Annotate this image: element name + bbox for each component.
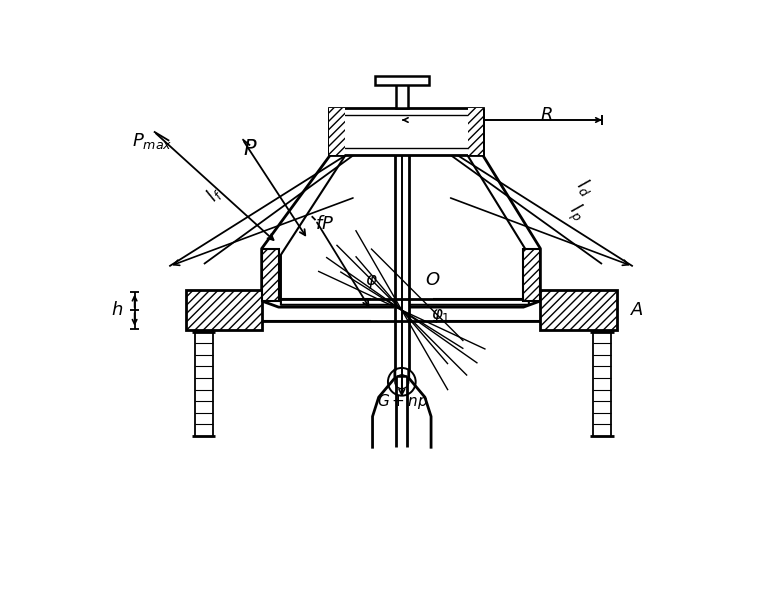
Text: $fP$: $fP$: [315, 215, 335, 233]
Bar: [396, 82, 408, 108]
Bar: [329, 108, 345, 154]
Text: $l_d$: $l_d$: [572, 175, 598, 199]
Bar: [262, 248, 278, 301]
Text: $O$: $O$: [425, 271, 441, 289]
Text: $l_p$: $l_p$: [562, 199, 590, 226]
Text: $P_{max}$: $P_{max}$: [132, 131, 172, 151]
Text: $A$: $A$: [630, 301, 644, 319]
Text: $P$: $P$: [243, 139, 257, 159]
Text: $l_f$: $l_f$: [201, 183, 226, 207]
Bar: [336, 114, 477, 148]
Bar: [540, 290, 617, 330]
Bar: [375, 76, 429, 85]
Text: $\varphi$: $\varphi$: [365, 272, 377, 291]
Text: $R$: $R$: [540, 106, 553, 124]
Bar: [186, 290, 262, 330]
Bar: [468, 108, 484, 154]
Bar: [329, 108, 484, 154]
Text: $h$: $h$: [111, 301, 123, 319]
Text: $G+np$: $G+np$: [377, 392, 428, 411]
Bar: [524, 248, 540, 301]
Text: $\varphi_1$: $\varphi_1$: [431, 308, 451, 325]
